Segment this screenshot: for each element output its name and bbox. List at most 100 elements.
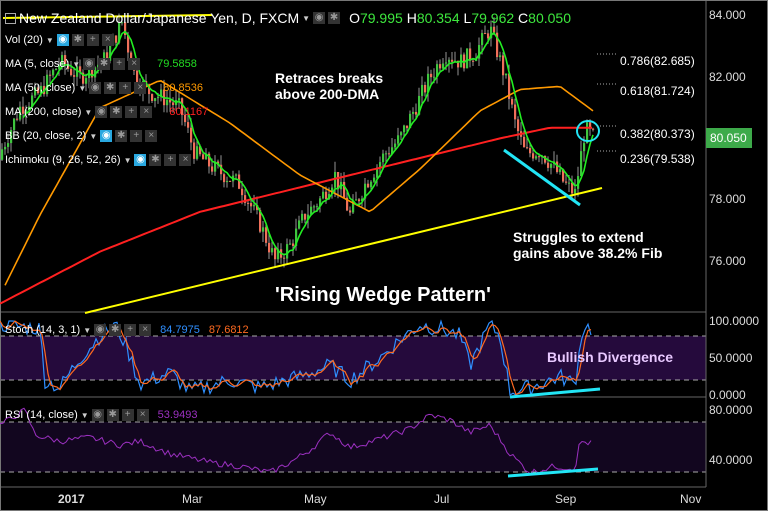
add-icon[interactable]: +: [125, 106, 138, 118]
rsi-band: [0, 422, 706, 472]
close-icon[interactable]: ×: [128, 58, 141, 70]
candle-body: [37, 87, 40, 94]
candle-body: [301, 213, 304, 221]
rising-wedge-support-line: [84, 187, 603, 314]
candle-body: [403, 125, 406, 133]
eye-icon[interactable]: ◉: [94, 324, 107, 336]
candle-body: [211, 166, 214, 172]
candle-body: [205, 153, 208, 160]
candle-body: [172, 102, 175, 106]
chevron-down-icon[interactable]: ▼: [84, 107, 93, 117]
candle-body: [343, 181, 346, 198]
candle-body: [97, 64, 100, 68]
rsi-value: 53.9493: [157, 409, 198, 421]
add-icon[interactable]: +: [124, 324, 137, 336]
candle-body: [190, 127, 193, 143]
candle-body: [208, 153, 211, 167]
candle-body: [433, 76, 436, 78]
candle-body: [382, 153, 385, 163]
gear-icon[interactable]: ✱: [98, 58, 111, 70]
eye-icon[interactable]: ◉: [56, 34, 69, 46]
candle-body: [166, 99, 169, 106]
close-icon[interactable]: ×: [145, 130, 158, 142]
candle-body: [274, 248, 277, 260]
candle-body: [88, 66, 91, 79]
eye-icon[interactable]: ◉: [100, 130, 113, 142]
candle-body: [283, 257, 286, 259]
candle-body: [13, 118, 16, 131]
candle-body: [334, 171, 337, 188]
candle-body: [184, 115, 187, 123]
close-icon[interactable]: ×: [140, 106, 153, 118]
candle-body: [277, 249, 280, 260]
chevron-down-icon[interactable]: ▼: [45, 35, 54, 45]
candle-body: [289, 243, 292, 245]
chevron-down-icon[interactable]: ▼: [72, 59, 81, 69]
add-icon[interactable]: +: [119, 82, 132, 94]
chevron-down-icon[interactable]: ▼: [78, 83, 87, 93]
gear-icon[interactable]: ✱: [109, 324, 122, 336]
close-icon[interactable]: ×: [101, 34, 114, 46]
candle-body: [565, 181, 568, 183]
eye-icon[interactable]: ◉: [134, 154, 147, 166]
fib-level-0786: 0.786(82.685): [620, 54, 695, 68]
gear-icon[interactable]: ✱: [110, 106, 123, 118]
chevron-down-icon[interactable]: ▼: [302, 13, 311, 23]
price-tick: 82.000: [709, 70, 746, 84]
gear-icon[interactable]: ✱: [115, 130, 128, 142]
candle-body: [397, 135, 400, 144]
gear-icon[interactable]: ✱: [328, 12, 341, 24]
add-icon[interactable]: +: [86, 34, 99, 46]
close-icon[interactable]: ×: [134, 82, 147, 94]
add-icon[interactable]: +: [130, 130, 143, 142]
price-tick: 84.000: [709, 8, 746, 22]
eye-icon[interactable]: ◉: [83, 58, 96, 70]
eye-icon[interactable]: ◉: [91, 409, 104, 421]
candle-body: [580, 151, 583, 177]
close-icon[interactable]: ×: [136, 409, 149, 421]
rsi-legend: RSI (14, close) ▼ ◉ ✱ + × 53.9493: [5, 409, 198, 421]
candle-body: [259, 209, 262, 232]
candle-body: [352, 200, 355, 213]
eye-icon[interactable]: ◉: [95, 106, 108, 118]
chevron-down-icon[interactable]: ▼: [123, 155, 132, 165]
close-icon[interactable]: ×: [139, 324, 152, 336]
candle-body: [229, 180, 232, 182]
close-icon[interactable]: ×: [179, 154, 192, 166]
candle-body: [346, 197, 349, 211]
candle-body: [451, 59, 454, 62]
eye-icon[interactable]: ◉: [313, 12, 326, 24]
time-tick: May: [304, 492, 327, 506]
chevron-down-icon[interactable]: ▼: [89, 131, 98, 141]
candle-body: [49, 74, 52, 76]
indicator-value: 80.8536: [163, 82, 203, 94]
collapse-checkbox[interactable]: [5, 12, 16, 24]
candle-body: [547, 162, 550, 168]
candle-body: [265, 227, 268, 243]
gear-icon[interactable]: ✱: [71, 34, 84, 46]
chevron-down-icon[interactable]: ▼: [83, 325, 92, 335]
candle-body: [319, 198, 322, 207]
candle-body: [292, 243, 295, 246]
gear-icon[interactable]: ✱: [149, 154, 162, 166]
candle-body: [151, 94, 154, 101]
eye-icon[interactable]: ◉: [89, 82, 102, 94]
gear-icon[interactable]: ✱: [104, 82, 117, 94]
gear-icon[interactable]: ✱: [106, 409, 119, 421]
candle-body: [511, 98, 514, 105]
time-tick: Mar: [182, 492, 203, 506]
candle-body: [226, 180, 229, 183]
add-icon[interactable]: +: [121, 409, 134, 421]
candle-body: [76, 66, 79, 77]
candle-body: [178, 98, 181, 101]
candle-body: [103, 52, 106, 63]
add-icon[interactable]: +: [164, 154, 177, 166]
add-icon[interactable]: +: [113, 58, 126, 70]
annotation-retrace: Retraces breaks above 200-DMA: [275, 70, 384, 102]
stoch-d-line: [0, 320, 592, 396]
chevron-down-icon[interactable]: ▼: [80, 410, 89, 420]
candle-body: [526, 147, 529, 149]
candle-body: [562, 169, 565, 182]
candle-body: [331, 187, 334, 195]
candle-body: [517, 119, 520, 132]
